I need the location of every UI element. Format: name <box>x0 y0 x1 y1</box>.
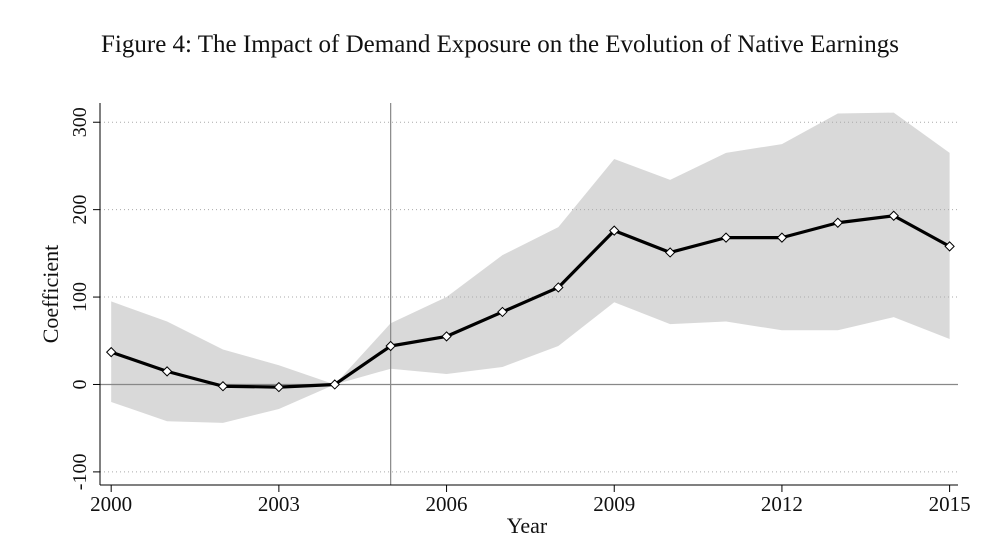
x-tick-label: 2012 <box>761 492 803 516</box>
chart-title: Figure 4: The Impact of Demand Exposure … <box>101 31 899 58</box>
marker <box>161 366 173 377</box>
marker <box>776 232 788 243</box>
y-tick-label: -100 <box>69 454 91 491</box>
marker <box>273 381 285 393</box>
x-tick-label: 2015 <box>929 492 971 516</box>
marker <box>664 247 676 258</box>
marker <box>217 381 229 392</box>
marker <box>944 241 955 252</box>
marker <box>497 306 508 318</box>
marker <box>832 217 844 228</box>
x-axis-label: Year <box>507 513 548 538</box>
estimate-line <box>110 214 951 389</box>
marker <box>553 282 564 293</box>
marker <box>329 379 340 390</box>
x-tick-label: 2000 <box>90 492 132 516</box>
y-tick-label: 300 <box>69 107 91 137</box>
x-tick-label: 2009 <box>593 492 635 516</box>
y-tick-label: 100 <box>69 282 91 312</box>
marker <box>609 225 620 236</box>
y-tick-label: 200 <box>69 195 91 225</box>
marker <box>720 232 732 243</box>
y-tick-label: 0 <box>69 379 91 389</box>
marker <box>105 346 117 358</box>
x-tick-label: 2003 <box>258 492 300 516</box>
x-tick-label: 2006 <box>426 492 468 516</box>
marker <box>385 340 396 352</box>
marker <box>888 210 899 221</box>
marker <box>441 331 452 342</box>
confidence-band <box>111 112 950 423</box>
y-axis-label: Coefficient <box>38 245 63 344</box>
